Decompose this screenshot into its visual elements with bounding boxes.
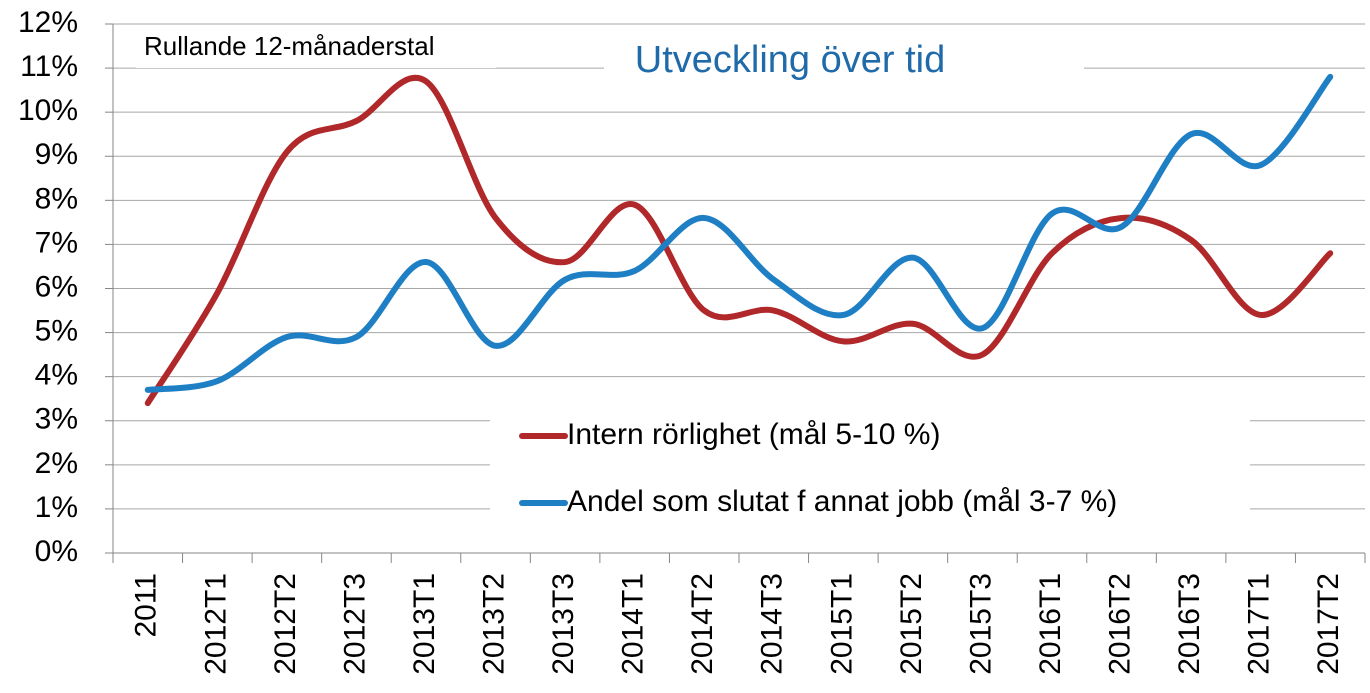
x-tick-label: 2012T2 [269,573,302,675]
legend: Intern rörlighet (mål 5-10 %) Andel som s… [519,418,1117,518]
x-tick-label: 2014T3 [756,573,789,675]
title-box [604,36,1084,88]
y-tick-label: 3% [35,403,78,436]
x-tick-label: 2014T1 [617,573,650,675]
x-tick-label: 2017T2 [1312,573,1345,675]
x-tick-label: 2017T1 [1243,573,1276,675]
grid [113,23,1365,554]
x-tick-label: 2016T2 [1103,573,1136,675]
x-tick-label: 2016T1 [1034,573,1067,675]
y-tick-label: 0% [35,535,78,568]
x-tick-label: 2012T1 [199,573,232,675]
x-tick-label: 2013T1 [408,573,441,675]
legend-box [490,402,1250,534]
axes: 0% 1% 2% 3% 4% 5% 6% 7% 8% 9% 10% 11% 12% 2011 2012T1 2… [18,6,1366,675]
chart-title: Utveckling över tid [635,39,945,81]
y-tick-label: 6% [35,270,78,303]
x-tick-label: 2013T2 [477,573,510,675]
annotation-box [136,30,496,68]
y-tick-label: 12% [18,6,78,39]
x-tick-label: 2013T3 [547,573,580,675]
legend-label: Andel som slutat f annat jobb (mål 3-7 %… [567,485,1117,518]
y-tick-label: 9% [35,138,78,171]
x-tick-label: 2016T3 [1173,573,1206,675]
legend-label: Intern rörlighet (mål 5-10 %) [567,418,940,451]
y-tick-label: 4% [35,359,78,392]
series-line [144,73,1334,393]
series-line [144,74,1334,407]
y-tick-label: 5% [35,315,78,348]
x-tick-label: 2011 [130,573,163,638]
x-tick-label: 2015T3 [964,573,997,675]
x-tick-label: 2014T2 [686,573,719,675]
y-tick-label: 8% [35,182,78,215]
y-tick-label: 10% [18,94,78,127]
y-tick-label: 7% [35,226,78,259]
annotation: Rullande 12-månaderstal [144,31,435,61]
x-tick-label: 2015T1 [825,573,858,675]
lines [144,73,1334,407]
x-tick-label: 2012T3 [338,573,371,675]
y-tick-label: 1% [35,491,78,524]
y-tick-label: 11% [20,50,78,83]
x-tick-label: 2015T2 [895,573,928,675]
y-tick-label: 2% [35,447,78,480]
